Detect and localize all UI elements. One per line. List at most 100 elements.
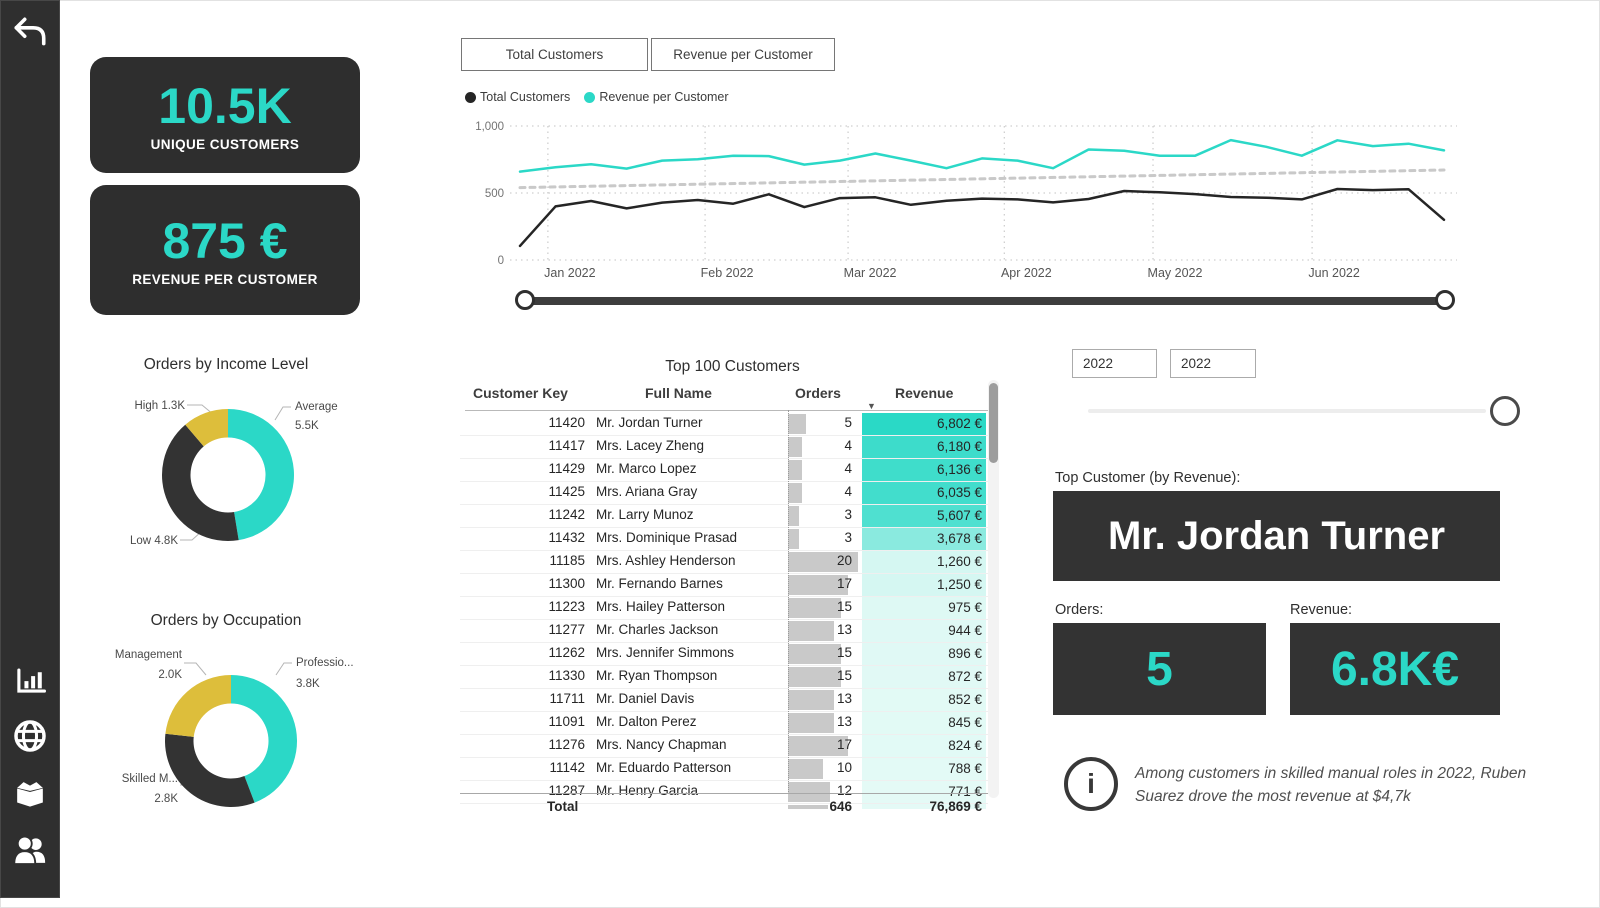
sidebar-item-regions[interactable] [8, 714, 52, 758]
info-icon: i [1064, 757, 1118, 811]
sort-descending-icon[interactable]: ▼ [867, 401, 876, 411]
orders-bar-fill [788, 805, 828, 809]
cell-full-name: Mrs. Ariana Gray [596, 484, 698, 499]
cell-full-name: Mr. Dalton Perez [596, 714, 697, 729]
cell-customer-key: 11277 [548, 622, 585, 637]
table-row[interactable]: 11330 Mr. Ryan Thompson 872 € 15 [460, 666, 988, 689]
orders-bar [788, 759, 858, 779]
cell-full-name: Mrs. Hailey Patterson [596, 599, 726, 614]
donut-slice-management[interactable] [165, 675, 231, 737]
orders-bar [788, 575, 858, 595]
cell-revenue: 845 € [862, 712, 986, 734]
x-axis-tick: May 2022 [1148, 266, 1203, 280]
table-row[interactable]: 11711 Mr. Daniel Davis 852 € 13 [460, 689, 988, 712]
donut-label-high: High 1.3K [134, 400, 185, 412]
income-donut[interactable]: High 1.3K Average 5.5K Low 4.8K [88, 392, 368, 564]
table-row[interactable]: 11262 Mrs. Jennifer Simmons 896 € 15 [460, 643, 988, 666]
year-end-input[interactable]: 2022 [1170, 349, 1256, 378]
table-row[interactable]: 11223 Mrs. Hailey Patterson 975 € 15 [460, 597, 988, 620]
sidebar-item-products[interactable] [8, 770, 52, 814]
table-row[interactable]: 11277 Mr. Charles Jackson 944 € 13 [460, 620, 988, 643]
column-header-full-name[interactable]: Full Name [645, 385, 712, 401]
orders-bar [788, 529, 858, 549]
column-header-customer-key[interactable]: Customer Key [473, 385, 568, 401]
toggle-revenue-per-customer[interactable]: Revenue per Customer [651, 38, 835, 71]
table-row[interactable]: 11276 Mrs. Nancy Chapman 824 € 17 [460, 735, 988, 758]
chart-legend: Total Customers Revenue per Customer [465, 90, 729, 104]
kpi-unique-customers: 10.5K UNIQUE CUSTOMERS [90, 57, 360, 173]
total-label: Total [547, 799, 579, 814]
legend-item-total-customers[interactable]: Total Customers [465, 90, 570, 104]
sidebar-item-customers[interactable] [8, 828, 52, 872]
cell-full-name: Mr. Eduardo Patterson [596, 760, 732, 775]
cell-orders: 3 [844, 530, 852, 545]
donut-label-low: Low 4.8K [130, 535, 178, 547]
year-start-input[interactable]: 2022 [1072, 349, 1157, 378]
top-customer-card: Mr. Jordan Turner [1053, 491, 1500, 581]
cell-revenue: 6,180 € [862, 436, 986, 458]
cell-customer-key: 11142 [549, 760, 585, 775]
orders-column-separator [788, 410, 789, 794]
orders-bar-fill [788, 506, 799, 526]
revenue-value: 6.8K€ [1330, 642, 1460, 696]
range-slider-track[interactable] [525, 297, 1445, 305]
donut-slice-skilled-m-[interactable] [165, 733, 255, 808]
table-row[interactable]: 11091 Mr. Dalton Perez 845 € 13 [460, 712, 988, 735]
orders-heading: Orders: [1055, 602, 1104, 618]
range-slider-handle-left[interactable] [515, 290, 535, 310]
top-customer-heading: Top Customer (by Revenue): [1055, 470, 1241, 486]
legend-item-revenue-per-customer[interactable]: Revenue per Customer [584, 90, 729, 104]
year-slider-track[interactable] [1088, 409, 1486, 413]
scrollbar-thumb[interactable] [989, 383, 998, 463]
donut-slice-low[interactable] [162, 424, 239, 541]
y-axis-tick: 500 [485, 188, 504, 200]
table-scrollbar[interactable] [988, 380, 999, 798]
income-donut-title: Orders by Income Level [143, 356, 309, 373]
occupation-donut[interactable]: Management 2.0K Professio... 3.8K Skille… [88, 645, 368, 825]
donut-slice-high[interactable] [185, 409, 228, 447]
orders-bar-fill [788, 460, 802, 480]
kpi-value: 10.5K [158, 77, 292, 134]
cell-orders: 13 [836, 714, 852, 729]
toggle-total-customers[interactable]: Total Customers [461, 38, 648, 71]
back-button[interactable] [8, 10, 52, 54]
cell-revenue: 771 € [862, 781, 986, 803]
table-row[interactable]: 11429 Mr. Marco Lopez 6,136 € 4 [460, 459, 988, 482]
cell-revenue: 1,260 € [862, 551, 986, 573]
table-row[interactable]: 11417 Mrs. Lacey Zheng 6,180 € 4 [460, 436, 988, 459]
table-title: Top 100 Customers [665, 358, 800, 375]
cell-customer-key: 11300 [548, 576, 585, 591]
cell-orders: 13 [836, 691, 852, 706]
orders-bar [788, 460, 858, 480]
bar-chart-icon [17, 668, 46, 693]
x-axis-tick: Apr 2022 [1001, 266, 1052, 280]
cell-customer-key: 11330 [548, 668, 585, 683]
table-row[interactable]: 11300 Mr. Fernando Barnes 1,250 € 17 [460, 574, 988, 597]
table-row[interactable]: 11185 Mrs. Ashley Henderson 1,260 € 20 [460, 551, 988, 574]
trend-line-chart[interactable]: 0 500 1,000 Jan 2022 Feb 2022 Mar 2022 Apr 202… [460, 112, 1470, 284]
cell-orders: 15 [836, 668, 852, 683]
donut-slice-professio-[interactable] [231, 675, 298, 803]
total-orders: 646 [829, 799, 852, 814]
sidebar-item-overview[interactable] [8, 658, 52, 702]
donut-label-average: Average 5.5K [295, 401, 338, 432]
range-slider-handle-right[interactable] [1435, 290, 1455, 310]
year-slider-handle[interactable] [1490, 396, 1520, 426]
table-row[interactable]: 11287 Mr. Henry Garcia 771 € 12 [460, 781, 988, 804]
cell-customer-key: 11242 [548, 507, 585, 522]
column-header-orders[interactable]: Orders [795, 385, 841, 401]
table-row[interactable]: 11142 Mr. Eduardo Patterson 788 € 10 [460, 758, 988, 781]
table-row[interactable]: 11425 Mrs. Ariana Gray 6,035 € 4 [460, 482, 988, 505]
column-header-revenue[interactable]: Revenue [895, 385, 954, 401]
orders-bar-fill [788, 575, 848, 595]
table-row[interactable]: 11420 Mr. Jordan Turner 6,802 € 5 [460, 413, 988, 436]
orders-bar-fill [788, 552, 858, 572]
cell-revenue: 824 € [862, 735, 986, 757]
table-row[interactable]: 11432 Mrs. Dominique Prasad 3,678 € 3 [460, 528, 988, 551]
donut-slice-average[interactable] [228, 409, 294, 541]
table-row[interactable]: 11242 Mr. Larry Munoz 5,607 € 3 [460, 505, 988, 528]
cell-customer-key: 11417 [548, 438, 585, 453]
orders-bar-fill [788, 667, 841, 687]
orders-bar-fill [788, 529, 799, 549]
total-revenue: 76,869 € [929, 799, 982, 814]
